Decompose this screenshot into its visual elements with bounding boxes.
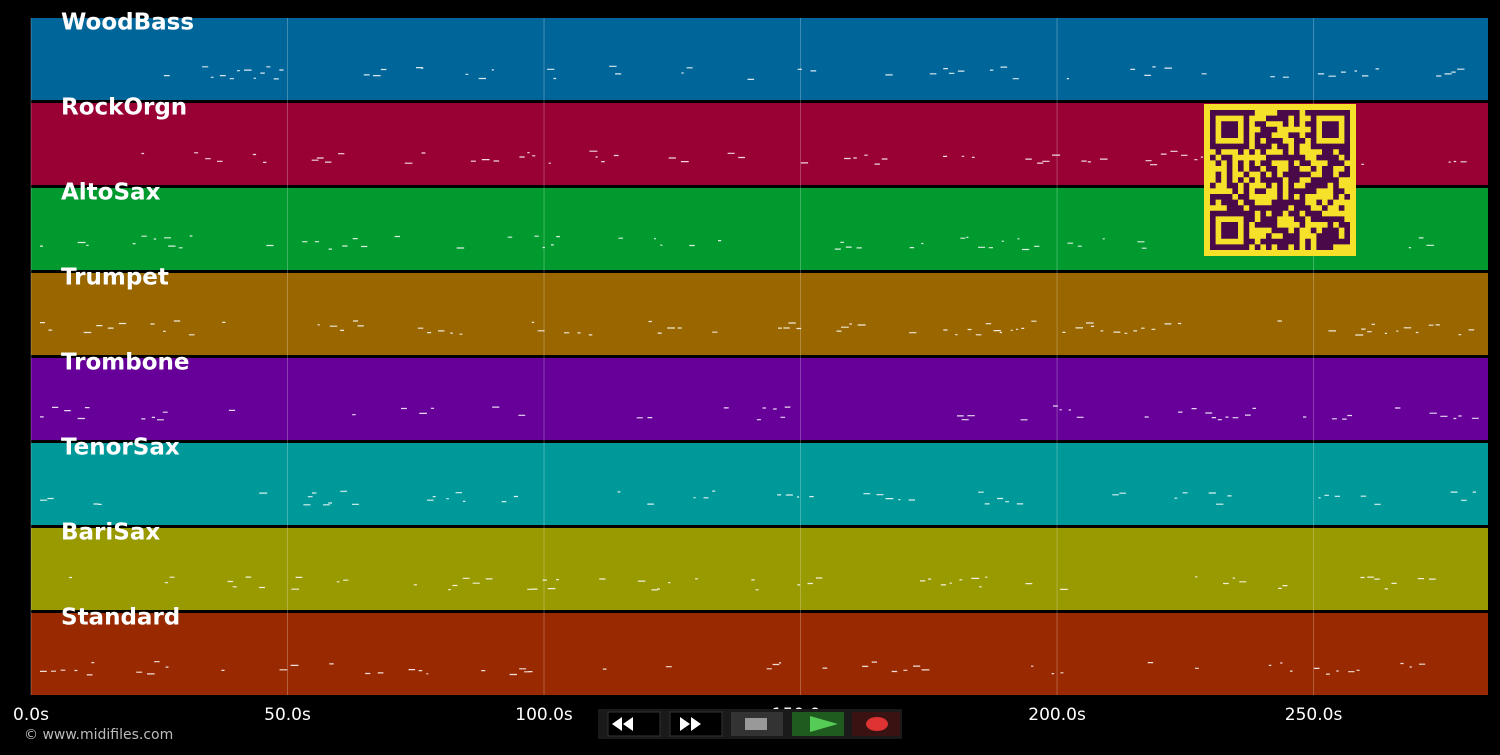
note-pattern <box>40 405 1479 421</box>
track-band <box>31 443 1488 525</box>
track-band <box>31 528 1488 610</box>
track-band <box>31 273 1488 355</box>
track-name: Trumpet <box>61 265 169 291</box>
x-tick-label: 100.0s <box>515 705 573 725</box>
record-icon <box>866 717 888 731</box>
x-tick-label: 50.0s <box>264 705 311 725</box>
play-icon <box>810 716 838 732</box>
note-pattern <box>69 576 1436 591</box>
track-name: BariSax <box>61 520 160 546</box>
track-name: AltoSax <box>61 180 161 206</box>
footer: © www.midifiles.com <box>24 727 173 743</box>
track-name: TenorSax <box>61 435 180 461</box>
x-tick-label: 0.0s <box>13 705 49 725</box>
track-band <box>31 358 1488 440</box>
x-tick-label: 200.0s <box>1028 705 1086 725</box>
note-pattern <box>40 661 1426 676</box>
track-name: Standard <box>61 605 180 631</box>
note-pattern <box>163 65 1465 80</box>
stop-icon <box>745 718 767 730</box>
x-tick-label: 250.0s <box>1285 705 1343 725</box>
track-name: Trombone <box>61 350 190 376</box>
track-band <box>31 613 1488 695</box>
qr-code <box>1204 104 1356 256</box>
note-pattern <box>40 320 1475 336</box>
note-pattern <box>40 490 1476 506</box>
track-name: WoodBass <box>61 10 194 36</box>
transport-controls <box>598 709 902 739</box>
track-name: RockOrgn <box>61 95 187 121</box>
qr-modules <box>1210 110 1350 250</box>
rewind-icon <box>612 717 633 731</box>
forward-icon <box>680 717 701 731</box>
track-band <box>31 18 1488 100</box>
